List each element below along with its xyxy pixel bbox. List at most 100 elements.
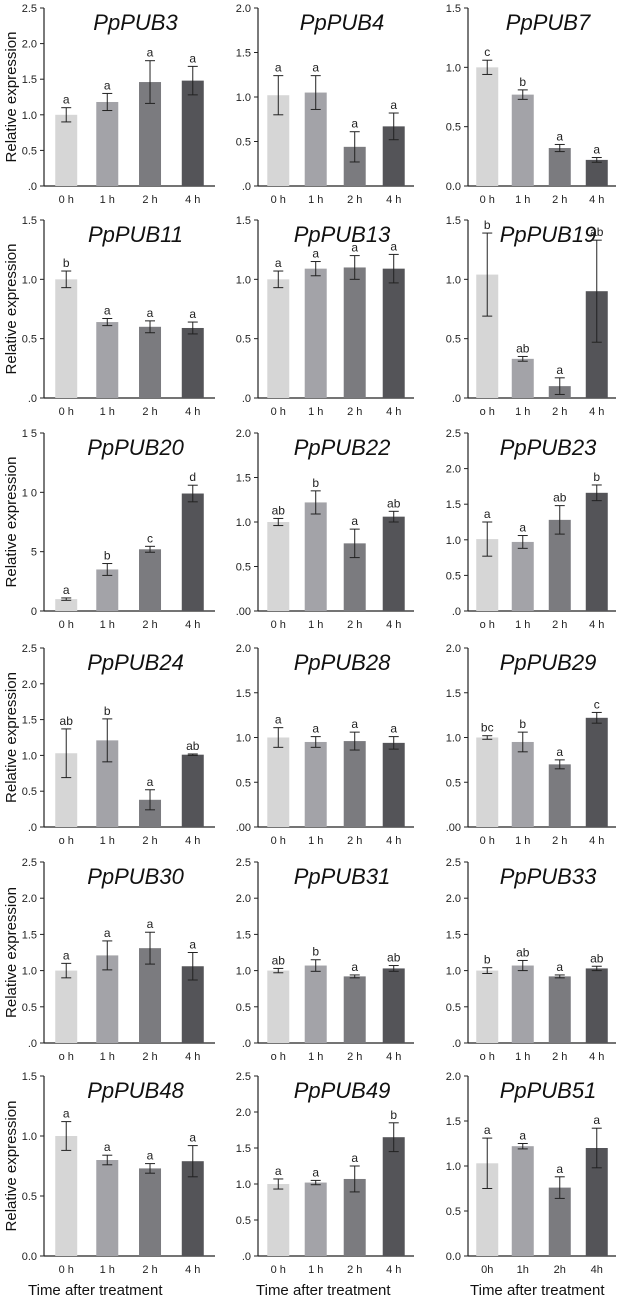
chart-title: PpPUB13 [294, 222, 391, 247]
significance-letter: a [104, 1140, 111, 1154]
y-tick-label: 1 0 [22, 487, 37, 499]
bar [585, 968, 608, 1043]
y-tick-label: .0 [28, 393, 37, 405]
x-tick-label: 0 h [271, 619, 286, 631]
bar [304, 1182, 327, 1256]
y-tick-label: 0.5 [446, 1002, 461, 1014]
y-tick-label: 0 [31, 606, 37, 618]
y-tick-label: 2.0 [446, 643, 461, 655]
x-tick-label: 4 h [589, 406, 604, 418]
y-tick-label: 0.0 [22, 1251, 37, 1263]
chart-title: PpPUB3 [93, 10, 178, 35]
bar [181, 327, 204, 398]
significance-letter: b [519, 75, 526, 89]
x-tick-label: 4 h [386, 619, 401, 631]
x-axis-label-col2: Time after treatment [256, 1282, 391, 1299]
y-tick-label: 1.5 [22, 715, 37, 727]
significance-letter: b [63, 256, 70, 270]
y-tick-label: 0.5 [446, 1206, 461, 1218]
chart-title: PpPUB48 [87, 1078, 184, 1103]
significance-letter: a [275, 256, 282, 270]
x-tick-label: 4 h [589, 835, 604, 847]
y-tick-label: 2.5 [446, 857, 461, 869]
significance-letter: a [351, 117, 358, 131]
chart-panel: .00 0.5 1.0 1.5 2.0 PpPUB28 a 0 h a 1 h a 2 h a 4 h [236, 643, 414, 847]
x-tick-label: 1 h [100, 1051, 115, 1063]
chart-title: PpPUB11 [88, 222, 183, 247]
y-tick-label: 1.5 [236, 473, 251, 485]
significance-letter: a [484, 507, 491, 521]
bar [511, 1146, 534, 1256]
y-tick-label: 1.0 [446, 1161, 461, 1173]
y-tick-label: 2.0 [22, 893, 37, 905]
x-tick-label: 4 h [386, 835, 401, 847]
x-tick-label: 0 h [271, 835, 286, 847]
y-tick-label: 2.0 [236, 893, 251, 905]
chart-title: PpPUB33 [500, 864, 597, 889]
significance-letter: ab [60, 714, 74, 728]
chart-title: PpPUB49 [294, 1078, 391, 1103]
bar [476, 274, 499, 398]
y-tick-label: 1.5 [22, 929, 37, 941]
x-tick-label: 1h [517, 1264, 529, 1276]
significance-letter: a [351, 960, 358, 974]
significance-letter: ab [516, 945, 530, 959]
y-tick-label: 1.0 [236, 1179, 251, 1191]
y-tick-label: 1.5 [446, 3, 461, 15]
bar [267, 970, 290, 1043]
chart-title: PpPUB23 [500, 435, 597, 460]
bar [585, 1148, 608, 1256]
chart-panel: 0 5 1 0 1 5 PpPUB20 a 0 h b 1 h c 2 h d 4 h Relative … [3, 428, 215, 631]
x-tick-label: 1 h [515, 406, 530, 418]
significance-letter: a [189, 51, 196, 65]
significance-letter: a [104, 78, 111, 92]
x-tick-label: 4 h [185, 1264, 200, 1276]
chart-title: PpPUB19 [500, 222, 597, 247]
bar [139, 1168, 162, 1256]
y-tick-label: 2.0 [22, 39, 37, 51]
significance-letter: a [275, 1164, 282, 1178]
significance-letter: ab [272, 953, 286, 967]
significance-letter: ab [186, 739, 200, 753]
significance-letter: a [147, 46, 154, 60]
y-tick-label: 0.5 [446, 777, 461, 789]
bar [476, 970, 499, 1043]
significance-letter: a [484, 1123, 491, 1137]
y-tick-label: 0.5 [236, 1002, 251, 1014]
significance-letter: a [63, 1107, 70, 1121]
bar [55, 970, 78, 1043]
bar [55, 753, 78, 827]
significance-letter: a [147, 775, 154, 789]
x-tick-label: 1 h [515, 619, 530, 631]
x-tick-label: 2 h [552, 194, 567, 206]
x-tick-label: 1 h [308, 406, 323, 418]
y-tick-label: 1.5 [22, 1071, 37, 1083]
significance-letter: a [593, 1113, 600, 1127]
bar [548, 764, 571, 827]
y-tick-label: 1.5 [446, 929, 461, 941]
bar [139, 326, 162, 398]
bar [511, 741, 534, 827]
y-tick-label: 2.5 [446, 428, 461, 440]
y-tick-label: 1.5 [446, 215, 461, 227]
significance-letter: a [189, 938, 196, 952]
bar [96, 740, 119, 827]
y-tick-label: 0.5 [446, 122, 461, 134]
significance-letter: a [556, 745, 563, 759]
chart-panel: .0 0.5 1.0 1.5 2.0 PpPUB4 a 0 h a 1 h a 2 h a 4 h [236, 3, 414, 206]
bar [548, 148, 571, 186]
chart-panel: .00 0.5 1.0 1.5 2.0 PpPUB22 ab 0 h b 1 h a 2 h ab 4 h [236, 428, 414, 631]
chart-panel: .0 0.5 1.0 1.5 PpPUB19 b o h ab 1 h a 2 h ab 4 h [446, 215, 616, 418]
x-tick-label: 2 h [142, 835, 157, 847]
y-tick-label: 1.0 [22, 966, 37, 978]
y-axis-label: Relative expression [3, 1101, 20, 1232]
bar [476, 67, 499, 186]
x-tick-label: 0 h [271, 1264, 286, 1276]
chart-title: PpPUB51 [500, 1078, 597, 1103]
y-tick-label: 1 5 [22, 428, 37, 440]
y-tick-label: .0 [28, 822, 37, 834]
x-tick-label: o h [480, 619, 495, 631]
significance-letter: a [104, 303, 111, 317]
y-tick-label: 0.5 [236, 562, 251, 574]
